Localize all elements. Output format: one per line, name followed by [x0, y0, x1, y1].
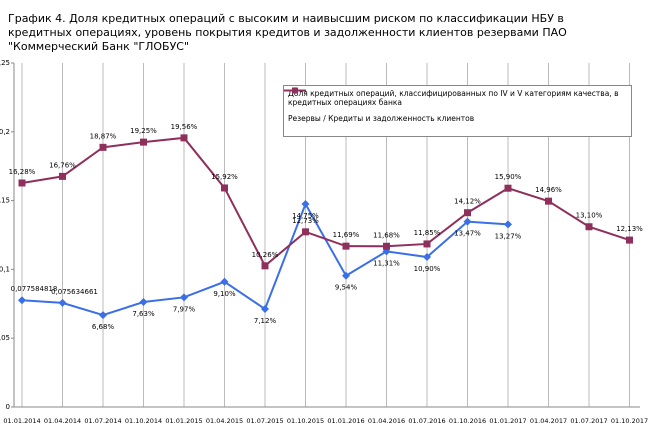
marker — [221, 184, 228, 192]
marker — [18, 296, 26, 305]
x-tick-label: 01.10.2017 — [611, 417, 648, 425]
x-tick-label: 01.04.2017 — [530, 417, 567, 425]
marker — [220, 277, 229, 286]
legend-entry: Резервы / Кредиты и задолженность клиент… — [284, 87, 627, 123]
data-label: 14,12% — [454, 198, 481, 206]
data-label: 11,85% — [414, 229, 441, 237]
y-tick-label: 0,05 — [0, 334, 10, 342]
data-label: 15,92% — [211, 173, 238, 181]
data-label: 14,75% — [292, 212, 319, 220]
x-tick-label: 01.01.2016 — [327, 417, 364, 425]
marker — [58, 298, 67, 307]
data-label: 7,63% — [132, 310, 155, 318]
x-tick-label: 01.04.2014 — [44, 417, 81, 425]
data-label: 13,27% — [495, 232, 522, 240]
x-tick-label: 01.01.2017 — [489, 417, 526, 425]
marker — [423, 240, 431, 248]
y-tick-label: 0,15 — [0, 197, 10, 205]
marker — [180, 293, 188, 302]
marker — [99, 143, 107, 151]
data-label: 11,69% — [333, 231, 360, 239]
data-label: 13,10% — [576, 212, 603, 220]
marker — [545, 197, 552, 205]
x-tick-label: 01.07.2014 — [84, 417, 121, 425]
y-tick-label: 0,1 — [0, 265, 10, 273]
data-label: 9,54% — [335, 284, 358, 292]
x-tick-label: 01.07.2016 — [408, 417, 445, 425]
x-tick-label: 01.04.2016 — [368, 417, 405, 425]
data-label: 16,76% — [49, 161, 76, 169]
data-label: 11,31% — [373, 259, 400, 267]
x-tick-label: 01.10.2016 — [449, 417, 486, 425]
marker — [59, 172, 66, 180]
data-label: 19,25% — [130, 127, 157, 135]
marker — [302, 228, 309, 236]
marker — [140, 138, 147, 146]
marker — [383, 242, 390, 250]
data-label: 16,28% — [9, 168, 36, 176]
data-label: 19,56% — [171, 123, 198, 131]
data-label: 0,075634661 — [51, 288, 98, 296]
data-label: 14,96% — [535, 186, 562, 194]
x-tick-label: 01.10.2014 — [125, 417, 162, 425]
data-label: 7,12% — [254, 317, 277, 325]
marker — [626, 236, 633, 244]
marker — [342, 242, 350, 250]
marker — [342, 271, 350, 280]
chart-title: График 4. Доля кредитных операций с высо… — [8, 12, 567, 53]
marker — [423, 253, 431, 262]
y-tick-label: 0,2 — [0, 128, 10, 136]
marker — [464, 209, 471, 217]
marker — [504, 220, 512, 229]
marker — [301, 200, 310, 209]
data-label: 0,077584818 — [11, 285, 58, 293]
marker — [504, 184, 512, 192]
marker — [180, 134, 188, 142]
data-label: 18,87% — [90, 132, 117, 140]
data-label: 6,68% — [92, 323, 115, 331]
y-tick-label: 0,25 — [0, 59, 10, 67]
data-label: 12,13% — [616, 225, 643, 233]
legend-label: Доля кредитных операций, классифицирован… — [288, 89, 619, 107]
marker — [18, 179, 26, 187]
legend-entry: Доля кредитных операций, классифицирован… — [284, 87, 627, 107]
marker — [585, 223, 593, 231]
legend: Доля кредитных операций, классифицирован… — [283, 85, 632, 137]
x-tick-label: 01.07.2015 — [246, 417, 283, 425]
data-label: 7,97% — [173, 305, 196, 313]
legend-label: Резервы / Кредиты и задолженность клиент… — [288, 114, 475, 123]
data-label: 15,90% — [495, 173, 522, 181]
marker — [463, 217, 472, 226]
marker — [139, 298, 148, 307]
marker — [261, 262, 269, 270]
marker — [261, 305, 269, 314]
data-label: 11,68% — [373, 231, 400, 239]
data-label: 12,73% — [292, 217, 319, 225]
x-tick-label: 01.10.2015 — [287, 417, 324, 425]
marker — [99, 311, 107, 320]
data-label: 10,90% — [414, 265, 441, 273]
x-tick-label: 01.04.2015 — [206, 417, 243, 425]
series-line — [21, 136, 630, 268]
data-label: 13,47% — [454, 230, 481, 238]
legend-swatch — [284, 87, 306, 94]
y-tick-label: 0 — [6, 403, 10, 411]
x-tick-label: 01.01.2014 — [3, 417, 40, 425]
data-label: 10,26% — [252, 251, 279, 259]
x-tick-label: 01.01.2015 — [165, 417, 202, 425]
data-label: 9,10% — [213, 290, 236, 298]
x-tick-label: 01.07.2017 — [570, 417, 607, 425]
